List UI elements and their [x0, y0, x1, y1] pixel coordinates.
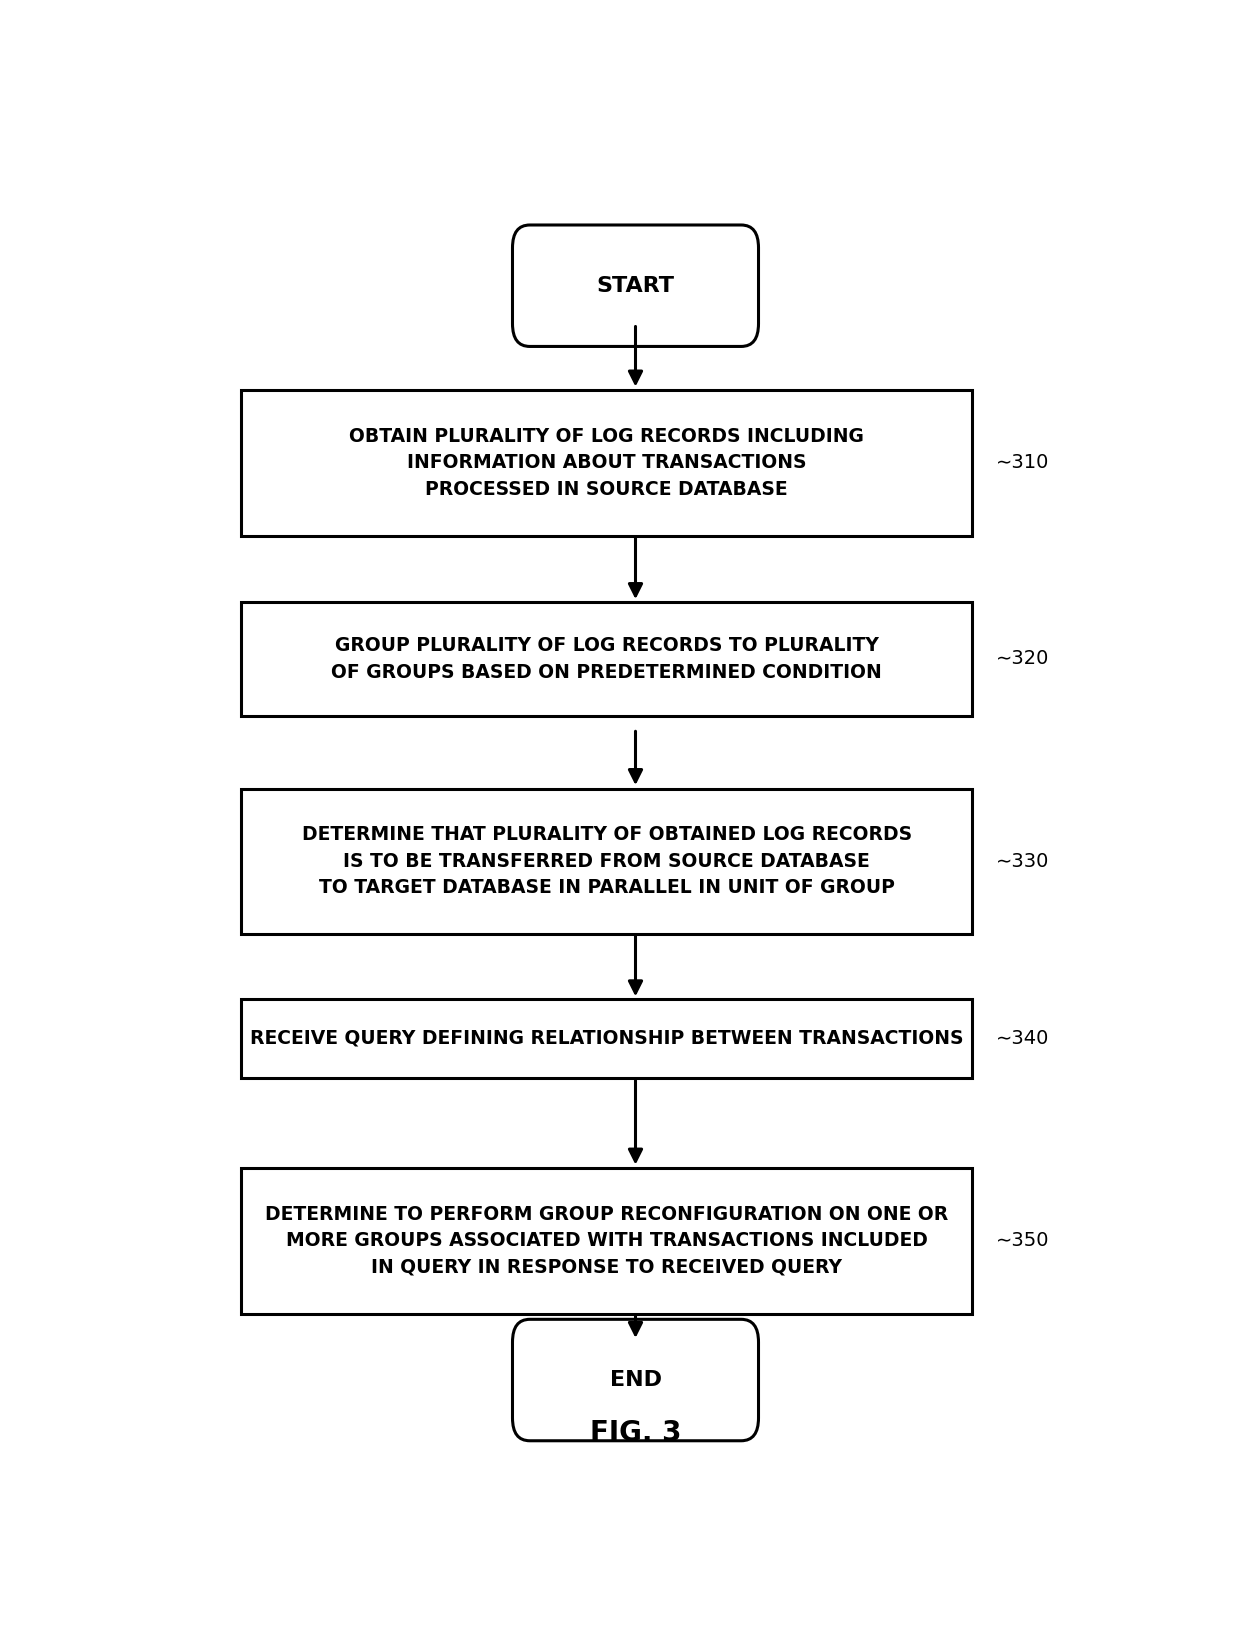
Text: ∼340: ∼340: [996, 1029, 1049, 1048]
Text: ∼330: ∼330: [996, 851, 1049, 871]
Bar: [242, 1168, 972, 1314]
Text: RECEIVE QUERY DEFINING RELATIONSHIP BETWEEN TRANSACTIONS: RECEIVE QUERY DEFINING RELATIONSHIP BETW…: [250, 1029, 963, 1048]
Text: OBTAIN PLURALITY OF LOG RECORDS INCLUDING
INFORMATION ABOUT TRANSACTIONS
PROCESS: OBTAIN PLURALITY OF LOG RECORDS INCLUDIN…: [350, 427, 864, 499]
Text: ∼350: ∼350: [996, 1231, 1049, 1250]
Text: ∼310: ∼310: [996, 453, 1049, 472]
Text: DETERMINE THAT PLURALITY OF OBTAINED LOG RECORDS
IS TO BE TRANSFERRED FROM SOURC: DETERMINE THAT PLURALITY OF OBTAINED LOG…: [301, 825, 911, 897]
Text: ∼320: ∼320: [996, 649, 1049, 669]
FancyBboxPatch shape: [512, 1319, 759, 1441]
Text: FIG. 3: FIG. 3: [590, 1420, 681, 1447]
FancyBboxPatch shape: [512, 225, 759, 347]
Text: START: START: [596, 276, 675, 296]
Bar: [242, 789, 972, 935]
Text: DETERMINE TO PERFORM GROUP RECONFIGURATION ON ONE OR
MORE GROUPS ASSOCIATED WITH: DETERMINE TO PERFORM GROUP RECONFIGURATI…: [265, 1204, 949, 1277]
Text: GROUP PLURALITY OF LOG RECORDS TO PLURALITY
OF GROUPS BASED ON PREDETERMINED CON: GROUP PLURALITY OF LOG RECORDS TO PLURAL…: [331, 636, 882, 682]
Text: END: END: [610, 1370, 661, 1390]
Bar: [242, 601, 972, 716]
Bar: [242, 999, 972, 1078]
Bar: [242, 389, 972, 536]
